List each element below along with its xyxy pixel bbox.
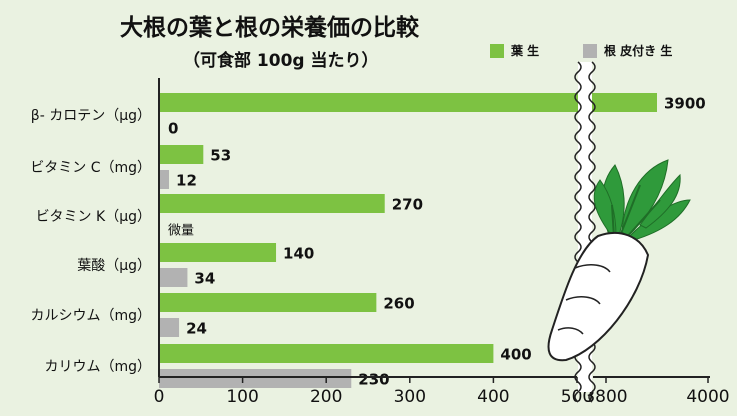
bar-root [159,268,188,287]
x-tick-label: 300 [394,387,426,407]
bar-leaf [159,293,377,312]
bar-leaf [159,145,204,164]
bar-root [159,369,352,388]
x-tick-label: 100 [226,387,258,407]
data-label-root: 34 [194,270,215,288]
category-label: カリウム（mg） [44,359,151,375]
legend-item-leaf: 葉 生 [490,42,539,59]
bar-leaf [159,93,657,112]
bar-leaf [159,344,494,363]
legend-swatch-root [583,43,597,58]
bar-leaf [159,243,277,262]
x-tick-label: 3800 [584,387,627,407]
chart-title: 大根の葉と根の栄養価の比較 [120,15,419,41]
legend-item-root: 根 皮付き 生 [583,42,672,59]
data-label-root: 230 [358,371,389,389]
bar-root [159,170,170,189]
x-tick-label: 0 [154,387,165,407]
category-label: 葉酸（μg） [77,258,151,274]
data-label-leaf: 53 [210,147,231,165]
data-label-leaf: 400 [500,346,531,364]
x-tick-label: 4000 [686,387,729,407]
x-tick-label: 400 [477,387,509,407]
daikon-illustration [547,159,691,362]
data-label-leaf: 260 [383,295,414,313]
legend-label-root: 根 皮付き 生 [604,44,673,58]
data-label-leaf: 140 [283,245,314,263]
x-tick-label: 200 [310,387,342,407]
data-label-leaf: 270 [392,196,423,214]
data-label-root: 12 [176,172,197,190]
chart-subtitle: （可食部 100g 当たり） [183,51,379,71]
bar-leaf [159,194,385,213]
data-label-root: 0 [168,120,178,138]
legend-label-leaf: 葉 生 [511,44,540,58]
category-label: ビタミン K（μg） [36,209,151,225]
legend-swatch-leaf [490,43,504,58]
category-label: カルシウム（mg） [30,308,151,324]
data-label-root: 24 [186,320,207,338]
data-label-leaf: 3900 [664,95,706,113]
data-label-root: 微量 [168,224,194,239]
category-label: ビタミン C（mg） [30,160,151,176]
bar-root [159,318,180,337]
category-label: β- カロテン（μg） [31,108,151,124]
